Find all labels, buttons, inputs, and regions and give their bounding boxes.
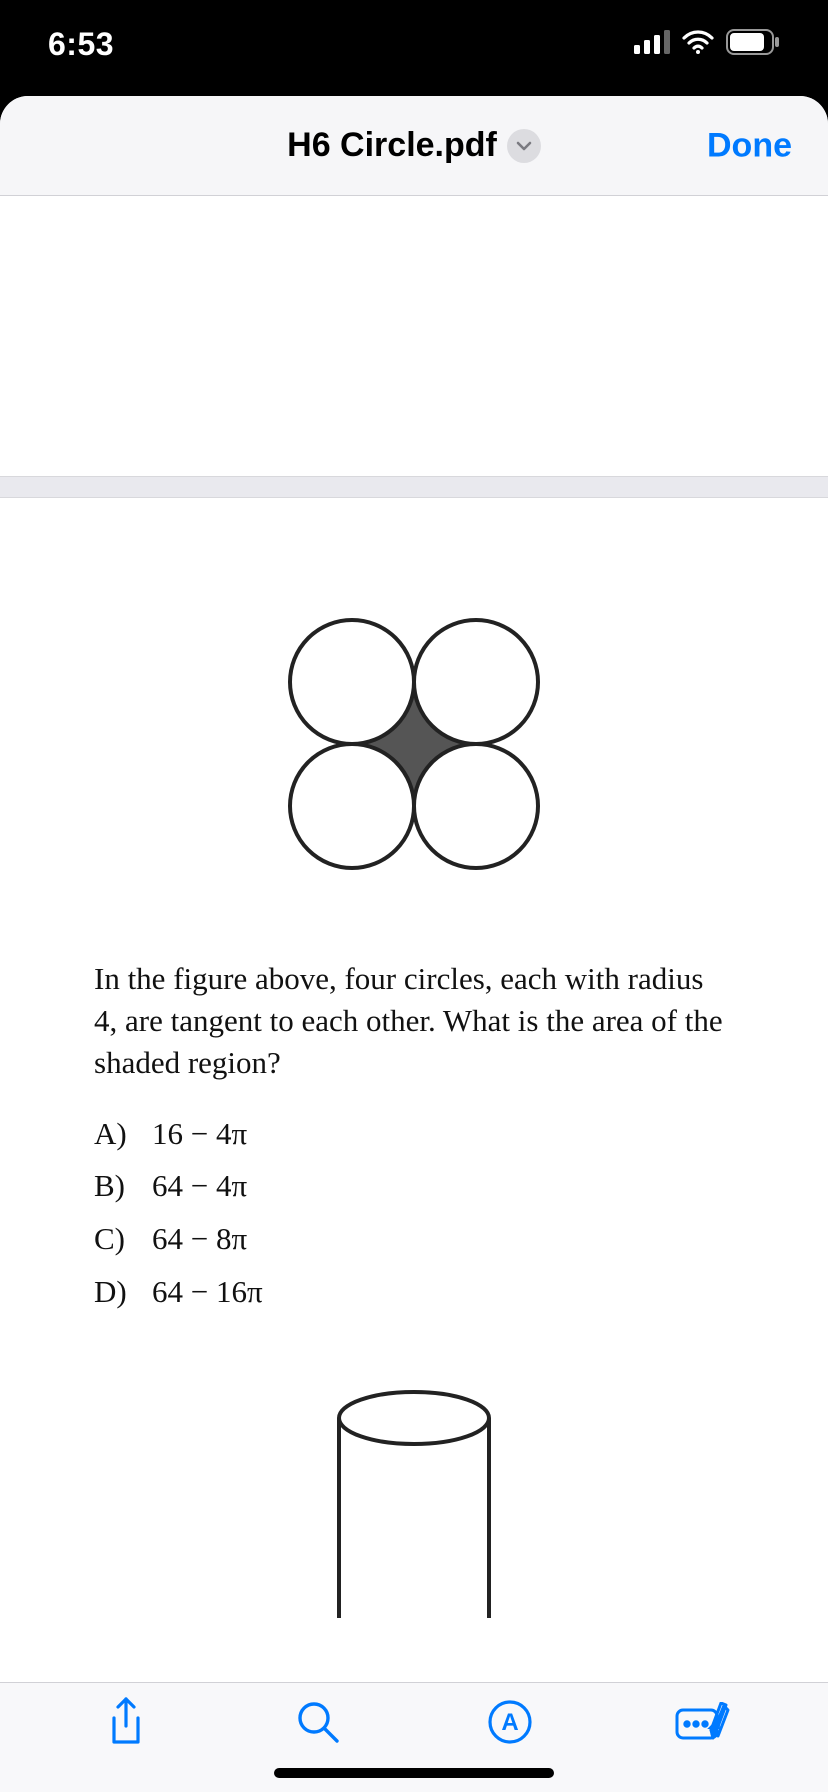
search-icon	[295, 1699, 341, 1750]
autofill-icon: A	[487, 1699, 533, 1750]
answer-choice: C) 64 − 8π	[94, 1213, 734, 1266]
answer-choice: A) 16 − 4π	[94, 1108, 734, 1161]
four-circles-figure	[278, 608, 550, 885]
answer-choice: D) 64 − 16π	[94, 1266, 734, 1319]
question-prompt: In the figure above, four circles, each …	[94, 958, 734, 1084]
wifi-icon	[682, 30, 714, 59]
done-button[interactable]: Done	[707, 126, 792, 165]
answer-choice: B) 64 − 4π	[94, 1160, 734, 1213]
device-frame: 6:53 H6 Circle.pdf Done	[0, 0, 828, 1792]
share-icon	[104, 1696, 148, 1753]
cellular-icon	[634, 30, 670, 59]
choice-label: A)	[94, 1108, 134, 1161]
document-sheet: H6 Circle.pdf Done In the figure above, …	[0, 96, 828, 1792]
status-bar: 6:53	[0, 0, 828, 96]
document-page: In the figure above, four circles, each …	[0, 498, 828, 1682]
markup-button[interactable]	[672, 1695, 732, 1755]
choice-text: 16 − 4π	[152, 1108, 247, 1161]
choice-text: 64 − 16π	[152, 1266, 263, 1319]
title-dropdown[interactable]: H6 Circle.pdf	[287, 126, 541, 165]
sheet-header: H6 Circle.pdf Done	[0, 96, 828, 196]
chevron-down-icon	[507, 129, 541, 163]
choice-label: D)	[94, 1266, 134, 1319]
status-time: 6:53	[48, 26, 114, 63]
choice-label: B)	[94, 1160, 134, 1213]
choice-text: 64 − 8π	[152, 1213, 247, 1266]
battery-icon	[726, 29, 780, 60]
answer-choices: A) 16 − 4π B) 64 − 4π C) 64 − 8π D) 64 − 16π	[94, 1108, 734, 1319]
document-content[interactable]: In the figure above, four circles, each …	[0, 196, 828, 1682]
markup-icon	[674, 1702, 730, 1747]
home-indicator[interactable]	[274, 1768, 554, 1778]
cylinder-figure	[314, 1388, 514, 1623]
search-button[interactable]	[288, 1695, 348, 1755]
page-separator	[0, 476, 828, 498]
choice-text: 64 − 4π	[152, 1160, 247, 1213]
status-indicators	[634, 29, 780, 60]
document-title: H6 Circle.pdf	[287, 126, 497, 165]
share-button[interactable]	[96, 1695, 156, 1755]
question-block: In the figure above, four circles, each …	[94, 958, 734, 1318]
choice-label: C)	[94, 1213, 134, 1266]
svg-text:A: A	[501, 1709, 518, 1736]
autofill-button[interactable]: A	[480, 1695, 540, 1755]
